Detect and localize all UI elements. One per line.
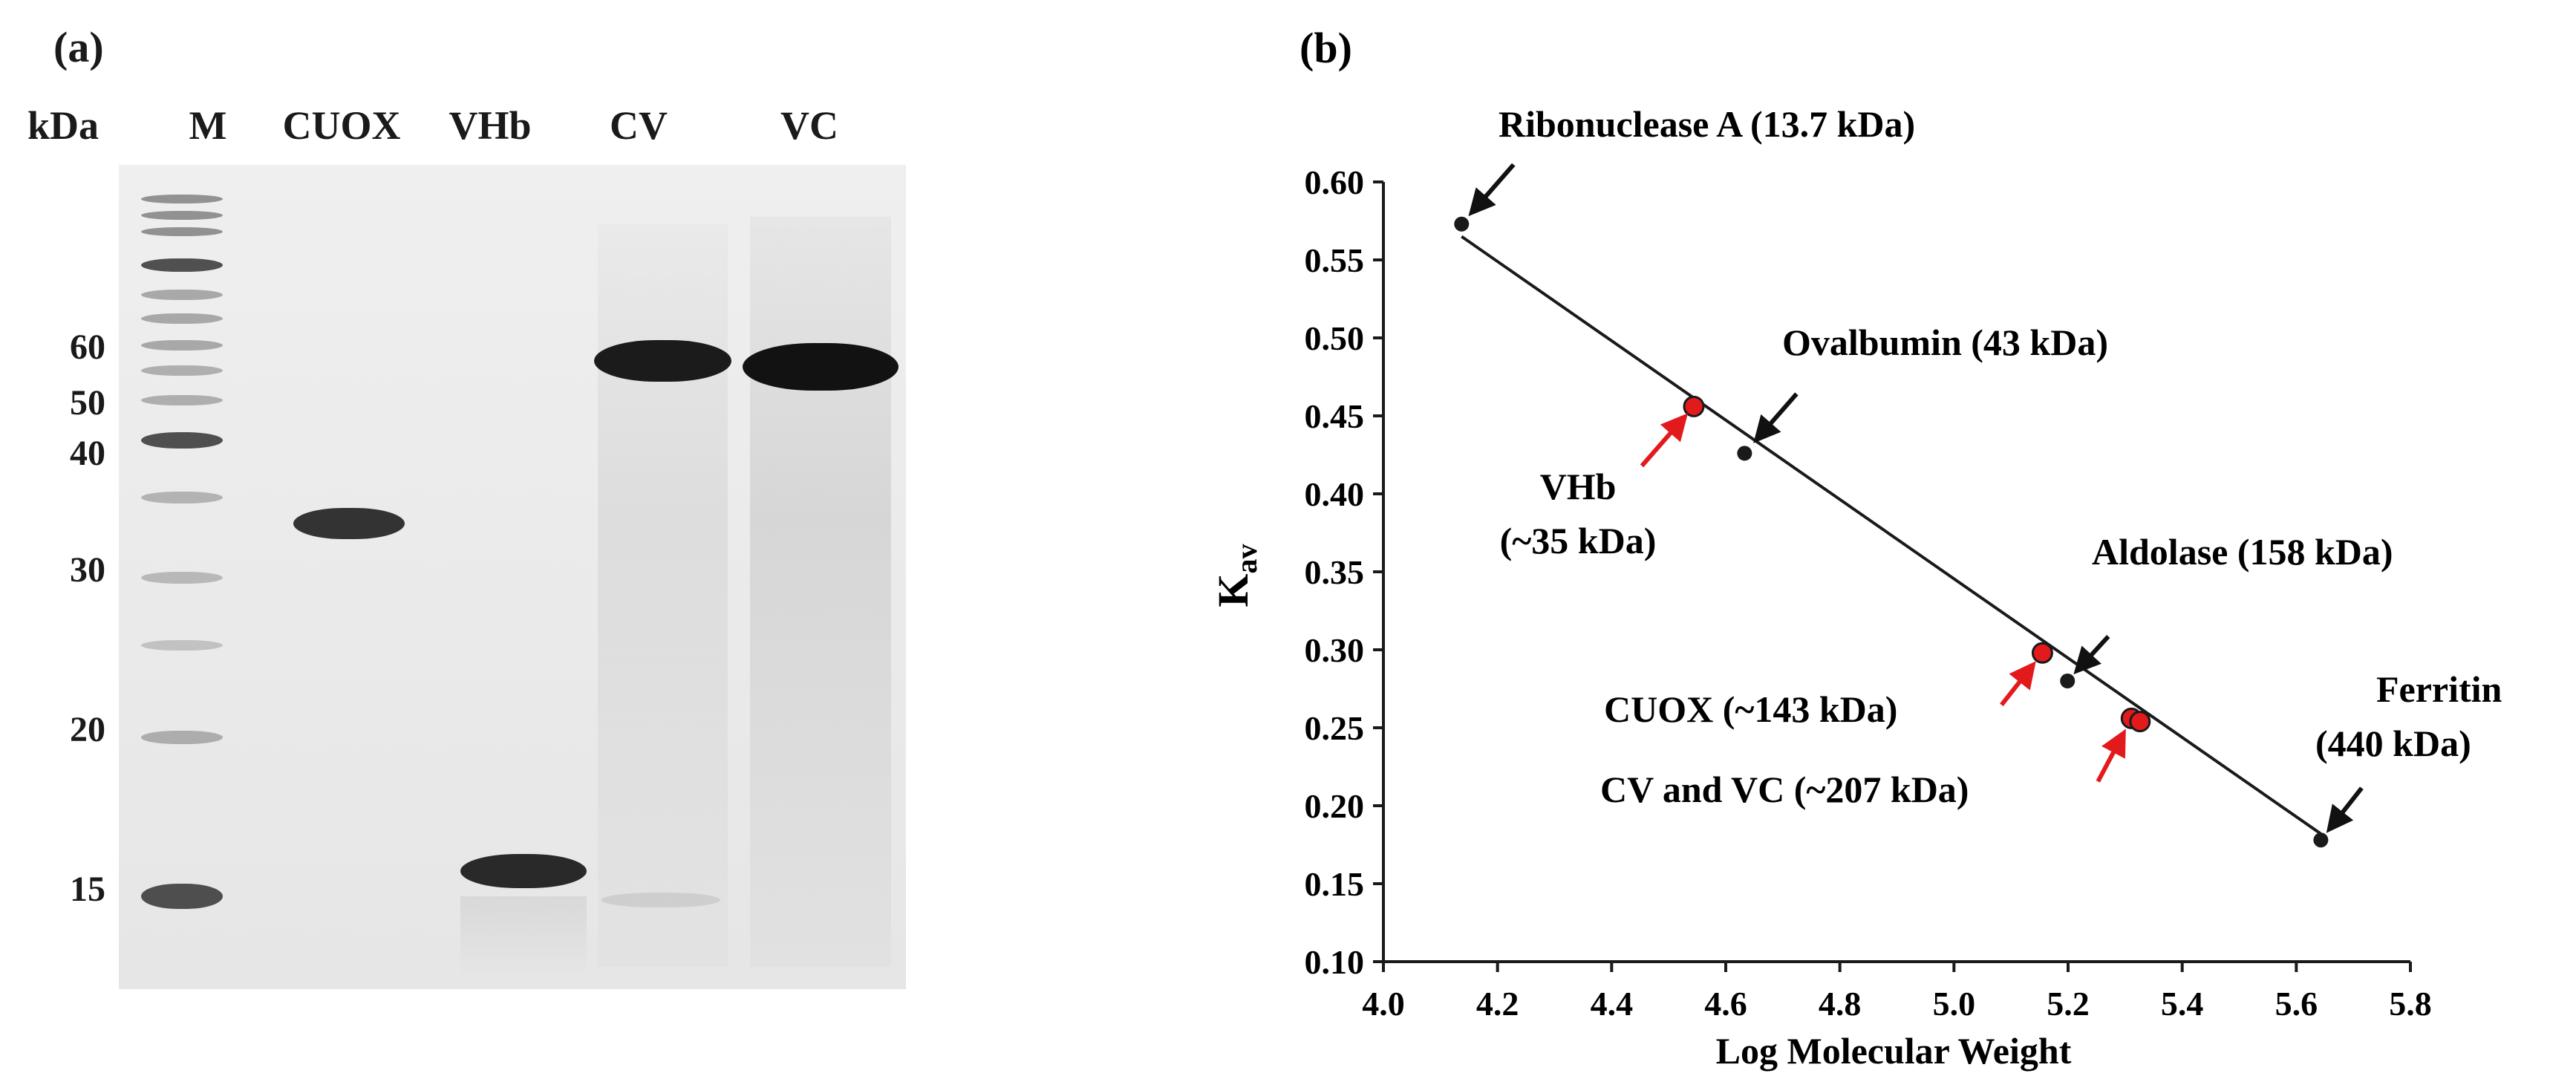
standard-data-point <box>2313 832 2329 848</box>
mw-marker-15: 15 <box>70 870 105 909</box>
x-tick-label: 4.2 <box>1476 985 1519 1023</box>
marker-band <box>141 313 223 324</box>
y-axis-label-main: K <box>1209 573 1257 607</box>
vc-smear <box>750 217 891 967</box>
sample-data-point <box>2129 711 2151 733</box>
y-axis-label: Kav <box>1209 544 1263 607</box>
x-tick-label: 4.6 <box>1704 985 1747 1023</box>
arrow-cuox <box>2000 661 2036 707</box>
arrow-ribonuclease <box>1468 163 1516 217</box>
vhb-smear <box>460 896 587 978</box>
label-vhb-mw: (~35 kDa) <box>1500 520 1657 561</box>
x-tick-label: 4.4 <box>1591 985 1634 1023</box>
marker-band <box>141 884 223 909</box>
y-ticks: 0.10 0.15 0.20 0.25 0.30 0.35 0.40 0.45 0.50 0.55… <box>1305 163 1383 981</box>
marker-band <box>141 365 223 376</box>
marker-band <box>141 731 223 744</box>
marker-band <box>141 227 223 236</box>
y-tick-label: 0.60 <box>1305 163 1365 201</box>
marker-band <box>141 395 223 405</box>
y-tick-label: 0.30 <box>1305 631 1365 669</box>
vc-band <box>743 343 899 391</box>
x-tick-label: 5.4 <box>2161 985 2204 1023</box>
standard-data-point <box>1454 216 1470 232</box>
standard-data-point <box>2060 674 2076 688</box>
y-tick-label: 0.40 <box>1305 475 1365 513</box>
label-ovalbumin: Ovalbumin (43 kDa) <box>1782 322 2108 363</box>
y-tick-label: 0.20 <box>1305 787 1365 825</box>
x-tick-label: 5.2 <box>2047 985 2090 1023</box>
arrow-aldolase <box>2073 634 2110 675</box>
x-tick-label: 5.0 <box>1933 985 1976 1023</box>
arrow-ferritin <box>2326 786 2364 833</box>
sample-data-point <box>2031 642 2053 664</box>
label-cuox: CUOX (~143 kDa) <box>1604 688 1897 730</box>
marker-band <box>141 258 223 272</box>
cv-band <box>594 340 731 382</box>
regression-line <box>1461 235 2322 835</box>
standard-data-point <box>1737 446 1752 461</box>
y-tick-label: 0.10 <box>1305 943 1365 981</box>
y-tick-label: 0.25 <box>1305 709 1365 747</box>
x-tick-label: 4.0 <box>1362 985 1405 1023</box>
marker-band <box>141 340 223 351</box>
cv-faint-band <box>601 893 720 907</box>
arrow-ovalbumin <box>1753 392 1799 443</box>
marker-band <box>141 211 223 220</box>
kda-unit-label: kDa <box>27 103 100 148</box>
lane-label-cuox: CUOX <box>282 103 401 148</box>
lane-label-cv: CV <box>610 103 668 148</box>
mw-marker-20: 20 <box>70 710 105 749</box>
svg-text:Kav: Kav <box>1209 544 1263 607</box>
y-tick-label: 0.35 <box>1305 553 1365 591</box>
label-aldolase: Aldolase (158 kDa) <box>2092 531 2393 573</box>
y-tick-label: 0.50 <box>1305 319 1365 357</box>
panel-a-label: (a) <box>53 23 104 71</box>
lane-label-m: M <box>189 103 227 148</box>
y-axis-label-sub: av <box>1230 544 1263 573</box>
sds-page-gel <box>119 165 906 989</box>
mw-marker-30: 30 <box>70 550 105 590</box>
panel-b-label: (b) <box>1300 24 1352 72</box>
marker-band <box>141 195 223 203</box>
mw-marker-50: 50 <box>70 383 105 423</box>
x-tick-label: 5.6 <box>2275 985 2318 1023</box>
marker-band <box>141 492 223 503</box>
y-tick-label: 0.55 <box>1305 241 1365 279</box>
label-ferritin-name: Ferritin <box>2376 668 2502 710</box>
label-vhb-name: VHb <box>1540 466 1617 507</box>
label-cv-vc: CV and VC (~207 kDa) <box>1600 769 1969 810</box>
data-points <box>1454 216 2329 848</box>
x-ticks: 4.0 4.2 4.4 4.6 4.8 5.0 5.2 5.4 5.6 5.8 <box>1362 962 2432 1023</box>
y-tick-label: 0.15 <box>1305 865 1365 903</box>
sample-data-point <box>1683 395 1705 417</box>
label-ribonuclease: Ribonuclease A (13.7 kDa) <box>1499 103 1915 145</box>
lane-label-vc: VC <box>780 103 838 148</box>
marker-band <box>141 290 223 300</box>
y-tick-label: 0.45 <box>1305 397 1365 435</box>
marker-band <box>141 572 223 584</box>
vhb-band <box>460 854 587 888</box>
lane-label-vhb: VHb <box>449 103 532 148</box>
marker-band <box>141 640 223 651</box>
label-ferritin-mw: (440 kDa) <box>2315 723 2471 764</box>
x-tick-label: 5.8 <box>2389 985 2432 1023</box>
arrow-cv-vc <box>2096 728 2126 783</box>
marker-band <box>141 432 223 449</box>
x-tick-label: 4.8 <box>1819 985 1862 1023</box>
arrow-vhb <box>1640 413 1689 468</box>
cuox-band <box>293 508 405 539</box>
mw-marker-40: 40 <box>70 434 105 473</box>
mw-marker-60: 60 <box>70 327 105 367</box>
x-axis-label: Log Molecular Weight <box>1716 1030 2072 1072</box>
